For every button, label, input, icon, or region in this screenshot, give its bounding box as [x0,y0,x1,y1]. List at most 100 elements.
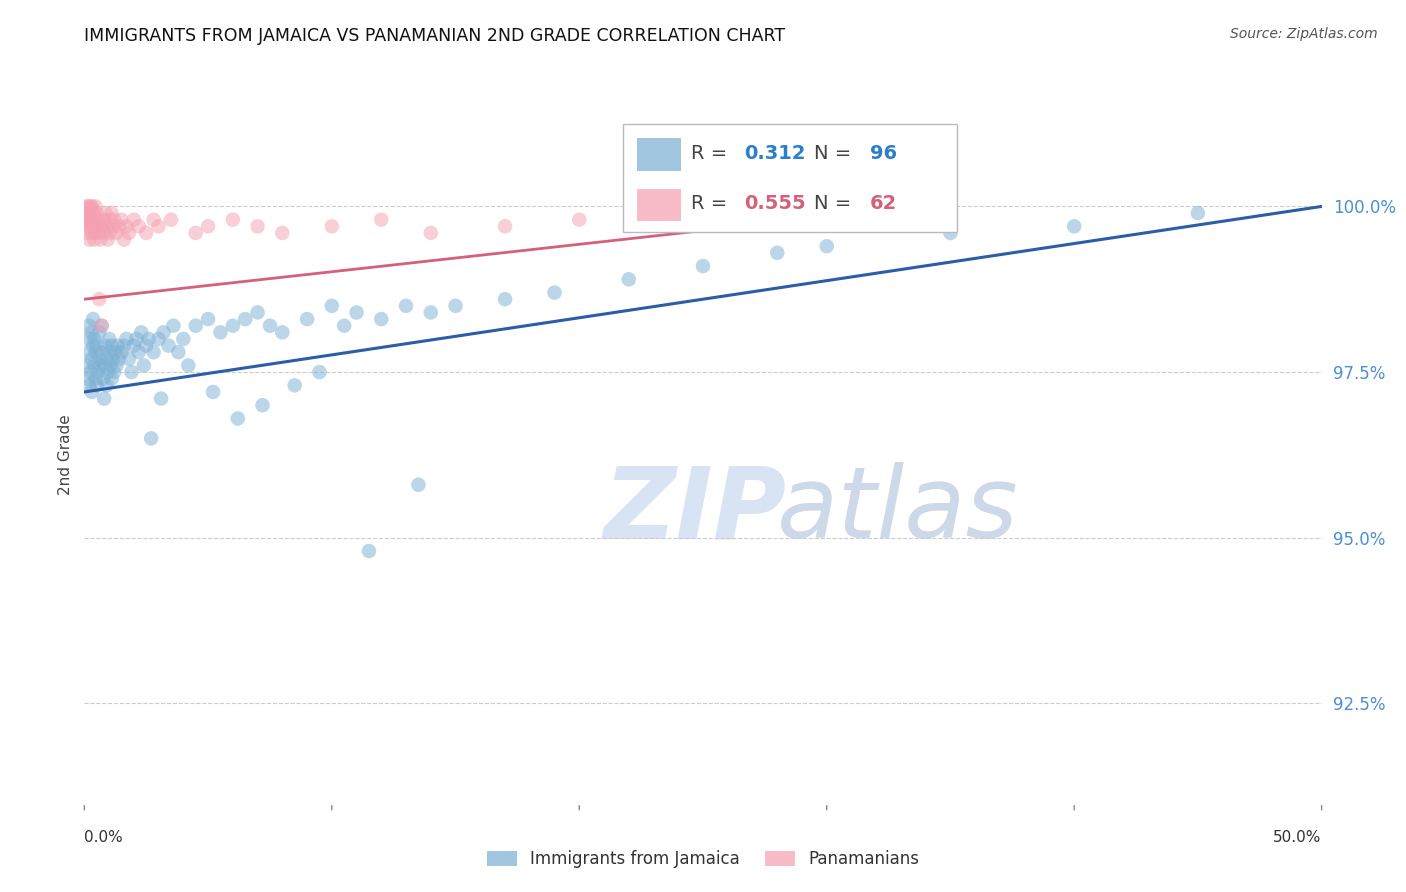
Point [76,199,98,213]
Text: 62: 62 [870,194,897,212]
Point [82,312,104,326]
Point [226,411,249,425]
Point [184,318,207,333]
Point [89,226,111,240]
Point [766,245,789,260]
FancyBboxPatch shape [623,124,956,232]
Point [84,199,107,213]
Point [346,305,368,319]
Point [295,312,318,326]
Point [112,233,135,247]
Point [98,332,121,346]
Point [96,351,118,366]
Point [252,398,274,412]
Point [77,219,100,234]
Point [77,332,100,346]
Point [160,212,183,227]
Point [419,226,441,240]
Point [135,338,157,352]
Point [543,285,565,300]
Point [108,219,131,234]
Point [321,299,343,313]
Point [141,431,163,445]
Point [101,351,124,366]
Point [939,226,962,240]
Point [79,378,101,392]
Text: Source: ZipAtlas.com: Source: ZipAtlas.com [1230,27,1378,41]
Point [79,345,101,359]
Point [148,332,170,346]
Point [93,359,115,373]
Point [90,219,112,234]
Point [135,226,157,240]
Point [172,332,194,346]
Point [89,292,111,306]
Point [122,212,145,227]
Point [177,359,200,373]
Point [80,199,103,213]
Point [87,365,110,379]
Point [568,212,591,227]
Point [77,372,100,386]
Point [259,318,281,333]
Point [184,226,207,240]
Point [271,226,294,240]
Point [104,345,127,359]
Text: 96: 96 [870,144,897,162]
Point [115,219,138,234]
Point [103,365,125,379]
Point [100,372,122,386]
Point [86,378,108,392]
Text: 0.312: 0.312 [744,144,806,162]
Point [98,226,121,240]
Text: N =: N = [814,144,858,162]
Text: atlas: atlas [778,462,1019,559]
Point [370,312,392,326]
Point [84,372,107,386]
Point [408,477,430,491]
Point [308,365,330,379]
Point [138,332,160,346]
Point [148,219,170,234]
Point [105,359,128,373]
Point [939,199,962,213]
Point [89,326,111,340]
Point [118,351,141,366]
Point [692,199,714,213]
Point [79,212,101,227]
Point [209,326,232,340]
Point [90,318,112,333]
Point [87,212,110,227]
Point [125,332,148,346]
Point [120,365,142,379]
Text: ZIP: ZIP [605,462,787,559]
Point [284,378,307,392]
Point [80,326,103,340]
Point [80,226,103,240]
Point [80,212,103,227]
Point [157,338,180,352]
Point [815,239,838,253]
Point [222,212,245,227]
Point [246,219,269,234]
Point [83,359,105,373]
Point [90,345,112,359]
Point [83,233,105,247]
Text: N =: N = [814,194,858,212]
Point [162,318,184,333]
Point [76,359,98,373]
Point [197,219,219,234]
Point [132,359,155,373]
Point [89,233,111,247]
Point [84,226,107,240]
Point [89,351,111,366]
Bar [637,189,681,221]
Point [89,359,111,373]
Text: 50.0%: 50.0% [1274,830,1322,845]
Point [79,365,101,379]
Point [370,212,392,227]
Text: 0.555: 0.555 [744,194,806,212]
Point [167,345,190,359]
Point [75,212,97,227]
Point [79,233,101,247]
